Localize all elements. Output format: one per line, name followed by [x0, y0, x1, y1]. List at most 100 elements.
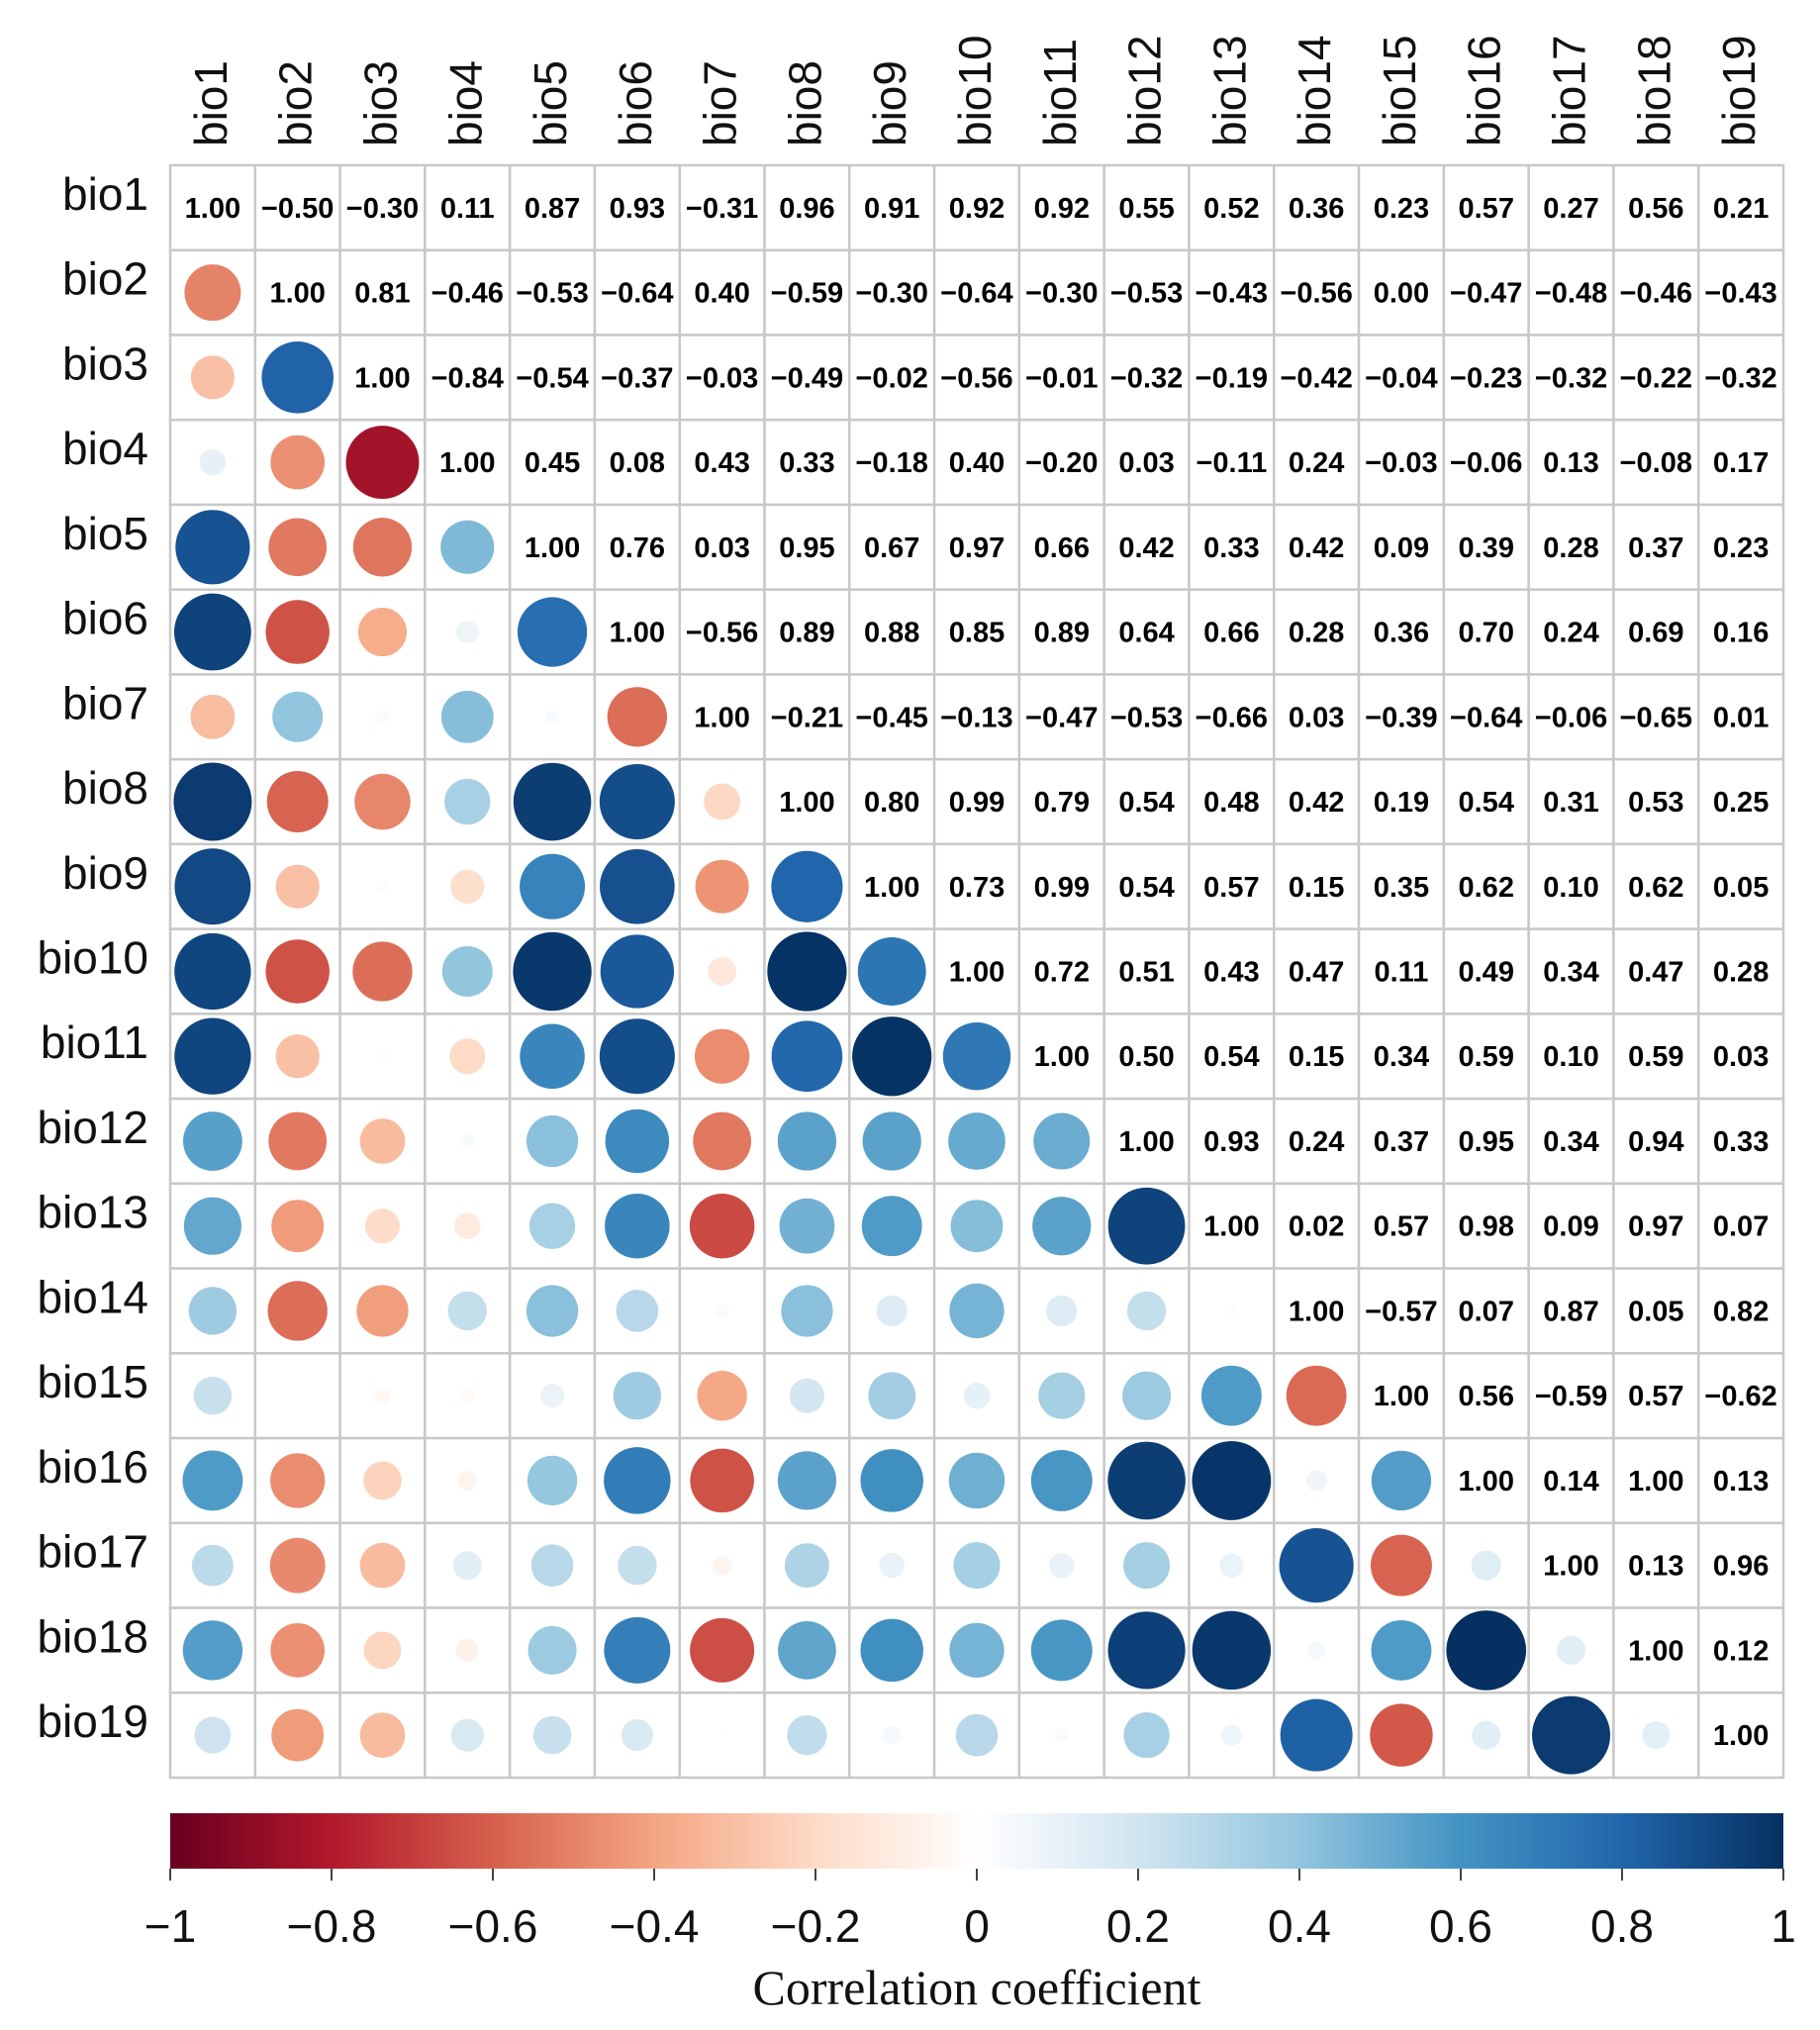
coef-bio9-bio11: 0.99: [1034, 872, 1090, 904]
coef-bio1-bio10: 0.92: [949, 193, 1005, 225]
coef-bio9-bio13: 0.57: [1203, 872, 1259, 904]
cell-bio4-bio19: [1696, 418, 1785, 507]
circle-bio3-bio2: [261, 341, 334, 414]
circle-bio11-bio3: [378, 1052, 387, 1061]
cell-bio3-bio18: [1612, 334, 1700, 422]
coef-bio8-bio12: 0.54: [1118, 787, 1174, 819]
coef-bio11-bio11: 1.00: [1034, 1041, 1090, 1073]
coef-bio1-bio4: 0.11: [440, 193, 495, 225]
circle-bio4-bio3: [345, 426, 420, 500]
circle-bio18-bio11: [1030, 1619, 1093, 1682]
circle-bio18-bio6: [604, 1616, 671, 1684]
coef-bio1-bio8: 0.96: [779, 193, 834, 225]
cell-bio7-bio17: [1527, 673, 1615, 761]
coef-bio6-bio12: 0.64: [1118, 618, 1174, 649]
coef-bio12-bio14: 0.24: [1289, 1126, 1344, 1158]
coef-bio1-bio13: 0.52: [1203, 193, 1259, 225]
circle-bio3-bio1: [190, 355, 235, 400]
coef-bio7-bio8: −0.21: [771, 702, 843, 733]
coef-bio3-bio18: −0.22: [1620, 362, 1692, 394]
coef-bio11-bio13: 0.54: [1203, 1041, 1259, 1073]
coef-bio6-bio8: 0.89: [779, 618, 834, 649]
circle-bio14-bio5: [526, 1285, 579, 1337]
circle-bio13-bio11: [1032, 1197, 1092, 1256]
cell-bio11-bio12: [1102, 1013, 1191, 1101]
coef-bio11-bio17: 0.10: [1543, 1041, 1598, 1073]
coef-bio5-bio6: 0.76: [610, 532, 665, 564]
circle-bio11-bio9: [852, 1016, 932, 1097]
coef-bio3-bio14: −0.42: [1280, 362, 1352, 394]
coef-bio1-bio1: 1.00: [185, 193, 240, 225]
circle-bio19-bio16: [1472, 1720, 1501, 1750]
row-label-bio12: bio12: [37, 1102, 148, 1153]
circle-bio12-bio5: [526, 1114, 579, 1168]
coef-bio6-bio17: 0.24: [1543, 618, 1598, 649]
circle-bio6-bio5: [517, 597, 588, 667]
circle-bio13-bio2: [271, 1200, 325, 1253]
circle-bio17-bio7: [712, 1555, 732, 1576]
coef-bio1-bio7: −0.31: [686, 193, 758, 225]
coef-bio14-bio18: 0.05: [1628, 1296, 1683, 1327]
coef-bio8-bio15: 0.19: [1374, 787, 1429, 819]
coef-bio5-bio10: 0.97: [949, 532, 1005, 564]
coef-bio1-bio5: 0.87: [525, 193, 580, 225]
coef-bio2-bio11: −0.30: [1025, 278, 1098, 310]
cell-bio6-bio10: [932, 588, 1021, 676]
coef-bio6-bio16: 0.70: [1459, 618, 1514, 649]
coef-bio4-bio7: 0.43: [694, 447, 749, 479]
circle-bio18-bio2: [270, 1623, 326, 1678]
cell-bio12-bio16: [1442, 1097, 1530, 1186]
circle-bio19-bio17: [1532, 1695, 1611, 1775]
cell-bio7-bio19: [1696, 673, 1785, 761]
cell-bio18-bio18: [1612, 1606, 1700, 1694]
circle-bio4-bio2: [270, 435, 326, 490]
circle-bio11-bio8: [771, 1020, 843, 1093]
cell-bio2-bio3: [338, 248, 427, 337]
circle-bio18-bio13: [1192, 1610, 1272, 1691]
row-label-bio16: bio16: [37, 1441, 148, 1493]
coef-bio7-bio7: 1.00: [694, 702, 749, 733]
cell-bio19-bio2: [253, 1692, 341, 1780]
colorbar-tick-label: 0.6: [1429, 1900, 1492, 1952]
coef-bio10-bio16: 0.49: [1459, 957, 1514, 989]
cell-bio19-bio13: [1188, 1692, 1276, 1780]
circle-bio15-bio4: [460, 1389, 475, 1403]
coef-bio14-bio15: −0.57: [1365, 1296, 1437, 1327]
coef-bio4-bio12: 0.03: [1118, 447, 1174, 479]
circle-bio8-bio6: [599, 763, 675, 840]
coef-bio17-bio19: 0.96: [1713, 1551, 1769, 1583]
cell-bio3-bio4: [424, 334, 512, 422]
coef-bio7-bio9: −0.45: [856, 702, 928, 733]
coef-bio18-bio18: 1.00: [1628, 1635, 1683, 1667]
circle-bio14-bio6: [616, 1290, 659, 1332]
circle-bio6-bio3: [357, 608, 408, 657]
cell-bio6-bio19: [1696, 588, 1785, 676]
circle-bio15-bio3: [374, 1388, 391, 1404]
row-label-bio1: bio1: [62, 168, 148, 220]
column-label-bio11: bio11: [1034, 39, 1086, 146]
circle-bio9-bio6: [600, 848, 675, 924]
cell-bio16-bio16: [1442, 1436, 1530, 1525]
coef-bio17-bio18: 0.13: [1628, 1551, 1683, 1583]
cell-bio8-bio17: [1527, 757, 1615, 846]
column-label-bio2: bio2: [270, 60, 322, 146]
row-label-bio11: bio11: [41, 1016, 148, 1068]
circle-bio16-bio4: [457, 1471, 478, 1491]
circle-bio15-bio9: [868, 1372, 916, 1420]
coef-bio1-bio2: −0.50: [261, 193, 334, 225]
coef-bio13-bio14: 0.02: [1289, 1211, 1344, 1243]
coef-bio12-bio12: 1.00: [1118, 1126, 1174, 1158]
coef-bio5-bio8: 0.95: [779, 532, 834, 564]
circle-bio16-bio15: [1371, 1450, 1432, 1511]
colorbar-tick-label: −0.4: [610, 1900, 700, 1952]
coef-bio1-bio11: 0.92: [1034, 193, 1090, 225]
circle-bio16-bio10: [948, 1452, 1006, 1509]
cell-bio9-bio9: [848, 842, 936, 930]
circle-bio10-bio1: [174, 932, 251, 1011]
cell-bio6-bio13: [1188, 588, 1276, 676]
coef-bio11-bio12: 0.50: [1118, 1041, 1174, 1073]
row-labels: bio1 bio2 bio3 bio4 bio5 bio6 bio7 bio8 bio9 bio1…: [37, 168, 148, 1747]
cell-bio10-bio11: [1017, 927, 1105, 1015]
cell-bio16-bio19: [1696, 1436, 1785, 1525]
circle-bio15-bio6: [613, 1371, 662, 1420]
